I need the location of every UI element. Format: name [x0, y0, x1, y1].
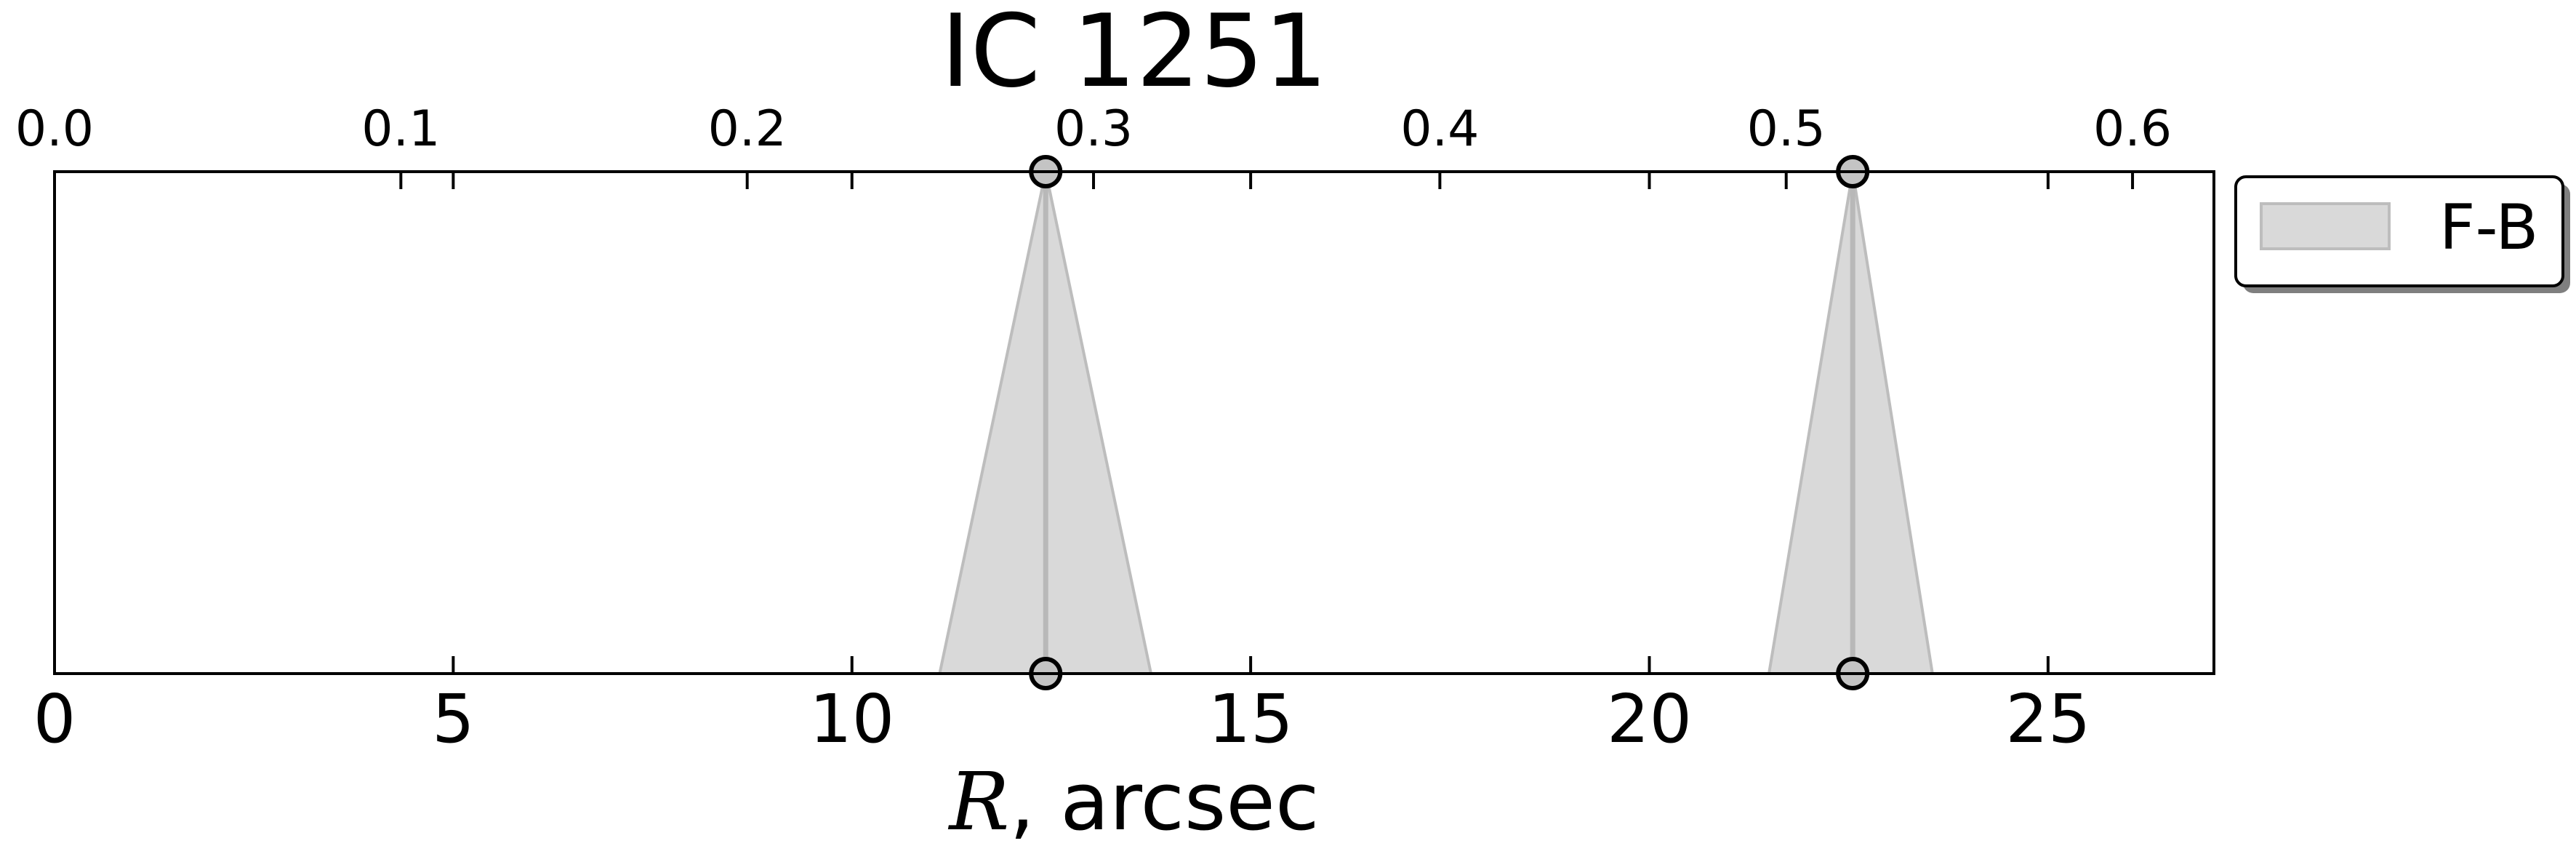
x-tick-label: 5: [432, 680, 475, 758]
secondary-x-tick-label: 0.6: [2093, 100, 2172, 158]
chart-title: IC 1251: [941, 0, 1328, 110]
x-axis: 0 5 10 15 20 25: [33, 172, 2090, 758]
x-tick-label: 20: [1607, 680, 1692, 758]
secondary-x-tick-label: 0.4: [1400, 100, 1479, 158]
secondary-x-tick-label: 0.3: [1054, 100, 1133, 158]
x-tick-label: 15: [1208, 680, 1293, 758]
x-tick-label: 25: [2005, 680, 2090, 758]
secondary-x-tick-label: 0.0: [15, 100, 94, 158]
legend-swatch: [2260, 202, 2391, 250]
plot-series: [937, 155, 1935, 690]
legend: F-B: [2234, 175, 2570, 293]
secondary-x-tick-label: 0.5: [1747, 100, 1826, 158]
secondary-x-tick-label: 0.1: [361, 100, 440, 158]
x-axis-label-unit: , arcsec: [1009, 755, 1319, 848]
secondary-x-axis: 0.0 0.1 0.2 0.3 0.4 0.5 0.6: [15, 100, 2172, 189]
secondary-x-tick-label: 0.2: [708, 100, 787, 158]
x-axis-label: R, arcsec: [948, 755, 1320, 848]
legend-label: F-B: [2439, 191, 2538, 264]
plot-frame: [53, 170, 2215, 675]
x-tick-label: 0: [33, 680, 76, 758]
x-axis-label-symbol: R: [948, 755, 1010, 848]
x-tick-label: 10: [809, 680, 894, 758]
